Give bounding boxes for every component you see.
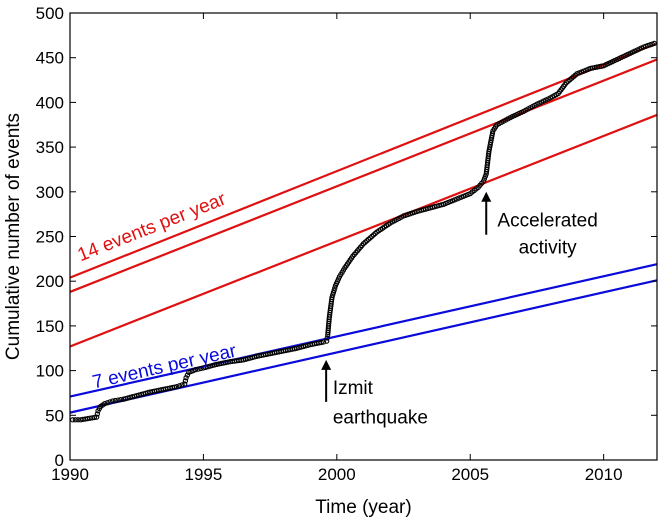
rate-line	[69, 42, 658, 279]
y-tick-label: 250	[36, 228, 64, 247]
data-point	[480, 178, 487, 184]
data-point	[94, 414, 100, 420]
data-point	[330, 292, 336, 298]
data-point	[324, 338, 330, 344]
y-tick-label: 400	[36, 93, 64, 112]
data-points-group	[70, 40, 657, 423]
data-point	[182, 381, 188, 387]
izmit-label-line: earthquake	[333, 407, 428, 428]
data-point	[102, 401, 108, 407]
data-point	[107, 399, 113, 405]
data-point	[110, 398, 116, 404]
y-tick-label: 350	[36, 138, 64, 157]
data-point	[182, 378, 189, 384]
x-tick-label: 2005	[451, 465, 489, 484]
izmit-label-line: Izmit	[333, 378, 374, 399]
data-point	[184, 372, 191, 378]
axes-group: 1990 1995 2000 2005 2010 0 50 100 150 200 250 300 35…	[3, 4, 657, 518]
data-point	[174, 384, 180, 390]
y-tick-label: 450	[36, 49, 64, 68]
x-tick-label: 1990	[51, 465, 89, 484]
data-point	[75, 417, 81, 423]
data-point	[104, 400, 111, 406]
data-point	[198, 365, 204, 372]
data-point	[118, 397, 124, 403]
y-tick-label: 100	[36, 362, 64, 381]
y-tick-label: 50	[45, 406, 64, 425]
x-tick-label: 2000	[318, 465, 356, 484]
accelerated-label-arrow-head	[481, 191, 492, 202]
x-axis-title: Time (year)	[315, 497, 411, 518]
y-tick-label: 200	[36, 272, 64, 291]
data-point	[330, 289, 337, 296]
data-point	[489, 130, 496, 136]
data-point	[331, 287, 337, 293]
rate-line	[69, 263, 658, 398]
data-point	[94, 411, 100, 417]
data-point	[72, 417, 78, 423]
data-point	[183, 375, 189, 381]
accelerated-label-line: Accelerated	[497, 211, 597, 232]
data-point	[112, 397, 119, 404]
data-point	[91, 414, 98, 421]
data-point	[171, 384, 178, 390]
data-point	[320, 339, 327, 345]
y-tick-label: 500	[36, 4, 64, 23]
data-point	[318, 339, 324, 346]
rate-line	[69, 58, 658, 293]
data-point	[324, 335, 330, 341]
izmit-label-arrow-head	[321, 359, 332, 370]
data-point	[192, 367, 199, 373]
y-tick-label: 150	[36, 317, 64, 336]
data-point	[598, 63, 605, 69]
data-point	[482, 173, 488, 179]
data-point	[329, 294, 335, 300]
data-point	[332, 285, 338, 291]
data-point	[438, 202, 444, 208]
y-axis-title: Cumulative number of events	[3, 113, 24, 360]
rate-line	[69, 113, 658, 348]
data-point	[481, 176, 488, 182]
x-tick-label: 2010	[585, 465, 623, 484]
data-point	[115, 397, 121, 403]
x-tick-label: 1995	[184, 465, 222, 484]
y-tick-label: 0	[55, 451, 64, 470]
data-point	[195, 366, 201, 372]
y-tick-label: 300	[36, 183, 64, 202]
data-point	[179, 382, 185, 388]
red-rate-label: 14 events per year	[75, 188, 230, 266]
data-point	[176, 383, 183, 389]
accelerated-label-line: activity	[519, 237, 578, 258]
